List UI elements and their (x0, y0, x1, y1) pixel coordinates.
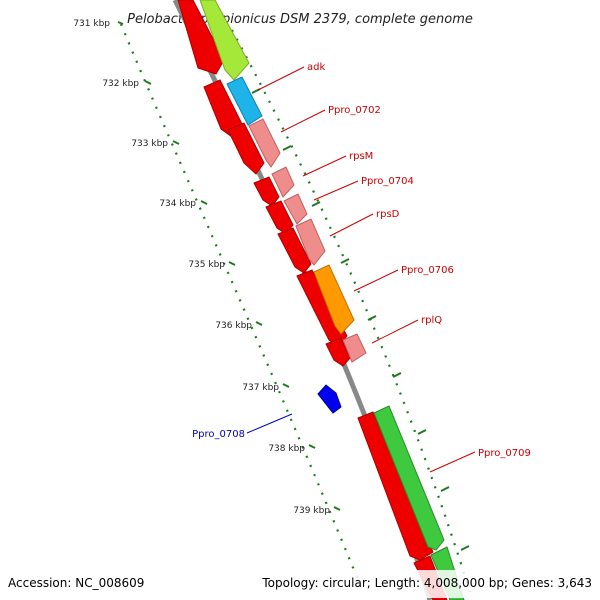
ruler-tick (172, 140, 180, 145)
gene-arrow-rpsm (248, 118, 281, 168)
map-title: Pelobacter propionicus DSM 2379, complet… (127, 12, 473, 27)
cds-track (177, 0, 448, 600)
leader-line (353, 269, 399, 292)
footer-backdrop-right (258, 570, 600, 598)
cds-arrow (177, 0, 225, 75)
ruler-tick (200, 200, 208, 205)
ruler-tick (392, 372, 402, 378)
gene-arrow-ppro-0702 (226, 76, 263, 126)
gene-label-ppro-0704[interactable]: Ppro_0704 (361, 176, 414, 187)
cds-arrow (277, 227, 312, 274)
ruler-tick (417, 429, 427, 435)
leader-line (371, 319, 419, 344)
ruler-label: 732 kbp (102, 79, 139, 89)
ruler-tick (440, 486, 450, 492)
ruler-label: 737 kbp (242, 383, 279, 393)
ruler-label: 736 kbp (215, 321, 252, 331)
gene-arrow-ppro-0709 (373, 405, 445, 551)
gene-arrow-ppro-0708 (317, 384, 342, 414)
ruler-label: 739 kbp (293, 506, 330, 516)
cds-arrow (325, 337, 351, 367)
cds-arrow (253, 176, 280, 207)
leader-line (246, 413, 293, 434)
inner-tick-ring (119, 23, 365, 593)
ruler-label: 731 kbp (73, 19, 110, 29)
gene-arrow-rplq (342, 333, 367, 363)
gene-label-ppro-0709[interactable]: Ppro_0709 (478, 448, 531, 459)
leader-line (313, 180, 359, 201)
ruler-tick (311, 201, 321, 207)
genome-summary-text: Topology: circular; Length: 4,008,000 bp… (261, 576, 592, 590)
cds-arrow (357, 411, 434, 561)
gene-arrow-ppro-0706 (313, 264, 355, 335)
ruler-label: 734 kbp (159, 199, 196, 209)
leader-line (302, 155, 347, 177)
gene-label-ppro-0706[interactable]: Ppro_0706 (401, 265, 454, 276)
gene-arrow-adk (199, 0, 250, 81)
leader-line (429, 451, 476, 473)
ruler-tick (255, 321, 263, 326)
leader-line (257, 66, 305, 91)
leader-line (329, 213, 374, 237)
ruler-tick (340, 258, 350, 264)
leader-line (280, 109, 326, 133)
ruler-tick (460, 545, 470, 551)
ruler-label: 738 kbp (268, 444, 305, 454)
footer-backdrop-left (0, 570, 150, 598)
ruler-tick (144, 80, 152, 85)
gene-label-ppro-0708[interactable]: Ppro_0708 (192, 429, 245, 440)
ruler-tick (333, 506, 341, 511)
ruler-tick (282, 145, 292, 151)
ruler-label: 733 kbp (131, 139, 168, 149)
gene-label-rpsd[interactable]: rpsD (376, 209, 400, 220)
ruler-tick (308, 444, 316, 449)
gene-arrow-rpsd-2 (295, 218, 326, 266)
gene-labels: adk Ppro_0702 rpsM Ppro_0704 rpsD Ppro_0… (192, 62, 531, 473)
gene-label-rpsm[interactable]: rpsM (349, 151, 373, 162)
gene-arrow-ppro-0704 (271, 166, 295, 198)
gene-label-rplq[interactable]: rplQ (421, 315, 442, 326)
ruler-tick (367, 315, 377, 321)
cds-arrow (227, 122, 265, 175)
gene-arrow-rpsd (283, 193, 308, 225)
gene-label-adk[interactable]: adk (307, 62, 325, 73)
accession-text: Accession: NC_008609 (8, 576, 144, 590)
ruler-tick (282, 383, 290, 388)
gene-label-ppro-0702[interactable]: Ppro_0702 (328, 105, 381, 116)
ruler-tick (228, 261, 236, 266)
ruler-label: 735 kbp (188, 260, 225, 270)
outer-tick-ring (231, 29, 472, 593)
ruler-tick (117, 21, 124, 25)
